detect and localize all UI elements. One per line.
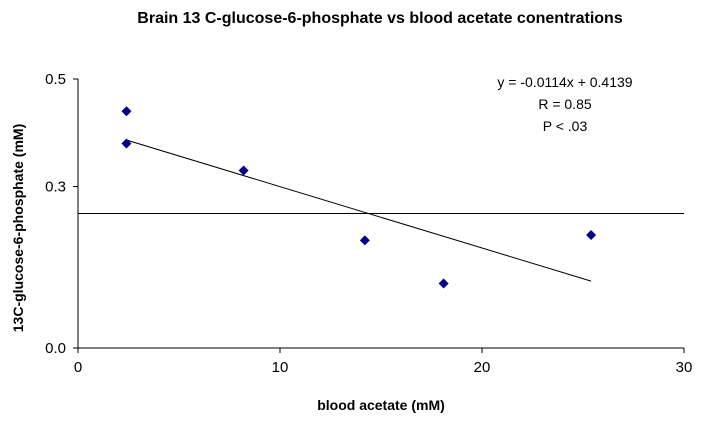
x-tick-label: 0 <box>74 359 82 376</box>
data-point <box>121 106 132 117</box>
x-tick-label: 30 <box>676 359 693 376</box>
y-axis-label: 13C-glucose-6-phosphate (mM) <box>10 124 26 332</box>
chart-title: Brain 13 C-glucose-6-phosphate vs blood … <box>137 10 623 27</box>
data-point <box>586 230 597 241</box>
x-tick-label: 20 <box>474 359 491 376</box>
x-axis-label: blood acetate (mM) <box>317 397 445 413</box>
data-point <box>238 165 249 176</box>
data-point <box>438 278 449 289</box>
r-value-label: R = 0.85 <box>538 96 592 112</box>
equation-label: y = -0.0114x + 0.4139 <box>497 74 632 90</box>
y-ticks: 0.0 0.3 0.5 <box>45 71 78 357</box>
data-point <box>359 235 370 246</box>
y-tick-label: 0.0 <box>45 340 66 357</box>
trendline <box>126 139 592 282</box>
y-tick-label: 0.3 <box>45 179 66 196</box>
p-value-label: P < .03 <box>543 118 588 134</box>
y-tick-label: 0.5 <box>45 71 66 88</box>
x-ticks: 0 10 20 30 <box>74 348 693 376</box>
x-tick-label: 10 <box>272 359 289 376</box>
data-point <box>121 138 132 149</box>
data-points <box>121 106 597 289</box>
